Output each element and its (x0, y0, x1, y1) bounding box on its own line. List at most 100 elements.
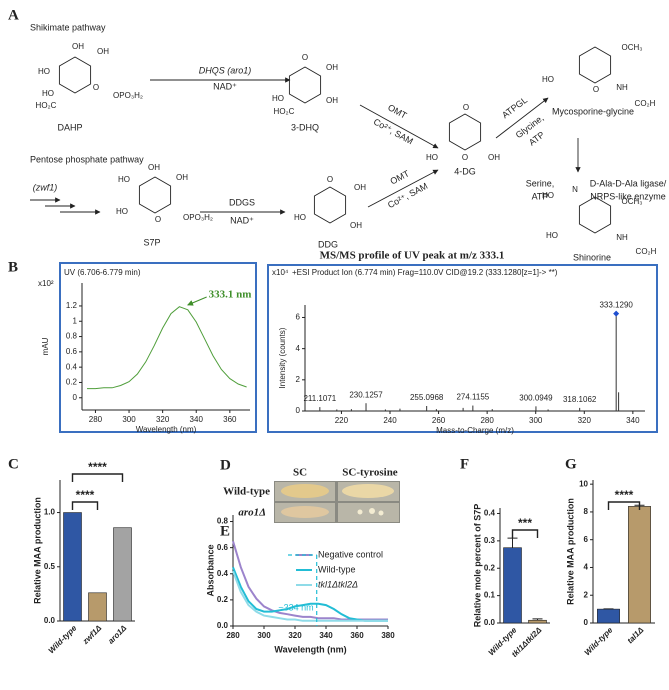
atom-label: HO (542, 75, 554, 84)
x-tick-label: 360 (223, 415, 237, 424)
legend-label: tkl1Δtkl2Δ (318, 579, 358, 589)
x-tick-label: 300 (122, 415, 136, 424)
ring (578, 46, 612, 84)
atom-label: OPO₃H₂ (113, 91, 143, 100)
pathway-label: 4-DG (454, 166, 476, 176)
significance-bracket (511, 529, 539, 538)
pathway-label: Mycosporine-glycine (552, 106, 634, 116)
pathway-label: Shikimate pathway (30, 22, 106, 32)
y-tick-label: 0.6 (66, 347, 78, 356)
atom-label: HO (426, 153, 438, 162)
pathway-label: Pentose phosphate pathway (30, 154, 144, 164)
x-tick-label: 300 (529, 416, 543, 425)
y-tick-label: 8 (584, 507, 589, 516)
atom-label: O (302, 53, 308, 62)
peak-label: 255.0968 (410, 393, 444, 402)
atom-label: OH (326, 96, 338, 105)
arrow (367, 169, 439, 208)
colony (357, 509, 363, 515)
atom-label: OH (176, 173, 188, 182)
atom-label: HO (38, 67, 50, 76)
pathway-arrows (30, 77, 581, 215)
ring (313, 186, 347, 224)
atom-label: OH (148, 163, 160, 172)
y-tick-label: 0 (584, 618, 589, 627)
pathway-label: DAHP (57, 122, 82, 132)
atom-label: HO (542, 191, 554, 200)
atom-label: OH (72, 42, 84, 51)
error-bar (507, 537, 518, 548)
atom-label: CO₂H (635, 99, 656, 108)
y-tick-label: 10 (579, 479, 588, 488)
error-bar (532, 618, 543, 621)
y-tick-label: 2 (296, 375, 301, 384)
y-axis-label: Relative MAA production (32, 497, 42, 604)
x-tick-label: 280 (226, 631, 240, 640)
ring (138, 176, 172, 214)
atom-label: OH (326, 63, 338, 72)
x-tick-label: 320 (578, 416, 592, 425)
bar (503, 547, 522, 624)
x-tick-label: 260 (432, 416, 446, 425)
pathway-label: D-Ala-D-Ala ligase/ (590, 178, 667, 188)
y-tick-label: 0.8 (66, 332, 78, 341)
data-line (232, 566, 388, 622)
x-tick-label: 240 (383, 416, 397, 425)
atom-label: OCH₃ (621, 197, 642, 206)
peak-label: 300.0949 (519, 393, 553, 402)
y-tick-label: 0 (73, 393, 78, 402)
ring (578, 196, 612, 234)
bar (63, 512, 82, 622)
data-line (232, 570, 388, 622)
y-axis-label: mAU (41, 337, 50, 355)
peak-label: 230.1257 (349, 390, 383, 399)
panel-frame (267, 264, 658, 433)
panel-label: B (8, 259, 18, 275)
bar (113, 527, 132, 622)
atom-label: O (463, 103, 469, 112)
bar (528, 619, 547, 624)
data-line (87, 306, 247, 390)
bar (88, 592, 107, 622)
pathway-label: 3-DHQ (291, 122, 319, 132)
significance-label: **** (76, 488, 95, 502)
colony (369, 508, 375, 514)
atom-label: O (327, 175, 333, 184)
y-tick-label: 0.1 (484, 591, 496, 600)
x-tick-label: aro1Δ (106, 623, 129, 646)
x-axis-label: Wavelength (nm) (136, 425, 197, 434)
panel-frame (59, 262, 257, 433)
annotation: ~334 nm (278, 602, 313, 612)
atom-label: OCH₃ (621, 43, 642, 52)
y-axis-label: Relative MAA production (565, 498, 575, 605)
x-tick-label: 380 (381, 631, 395, 640)
x-tick-label: zwf1Δ (80, 623, 104, 647)
y-tick-label: 0.2 (484, 563, 496, 572)
pathway-label: NAD⁺ (230, 215, 254, 225)
x-tick-label: 280 (480, 416, 494, 425)
chart-subtitle: UV (6.706-6.779 min) (64, 268, 141, 277)
panel-label: E (220, 523, 230, 539)
pathway-label: Shinorine (573, 252, 611, 262)
atom-label: NH (616, 83, 628, 92)
x-tick-label: Wild-type (47, 623, 79, 655)
chart-title: MS/MS profile of UV peak at m/z 333.1 (320, 250, 505, 262)
y-tick-label: 4 (584, 563, 589, 572)
panel-label: G (565, 456, 577, 472)
panel-label: D (220, 457, 231, 473)
atom-label: HO (546, 231, 558, 240)
y-tick-label: 0 (296, 406, 301, 415)
colony (281, 484, 329, 498)
colony (378, 510, 384, 516)
x-tick-label: 220 (335, 416, 349, 425)
y-tick-label: 0.0 (44, 616, 56, 625)
annotation-arrow (187, 296, 207, 306)
colony (342, 484, 394, 498)
atom-label: HO (272, 94, 284, 103)
plate-row: aro1Δ (238, 507, 266, 519)
peak-label: 211.1071 (303, 394, 336, 403)
pathway-label: (zwf1) (33, 182, 58, 192)
peak-label: 274.1155 (456, 393, 489, 402)
y-tick-label: 0.3 (484, 536, 496, 545)
plate-row: Wild-type (223, 486, 270, 498)
